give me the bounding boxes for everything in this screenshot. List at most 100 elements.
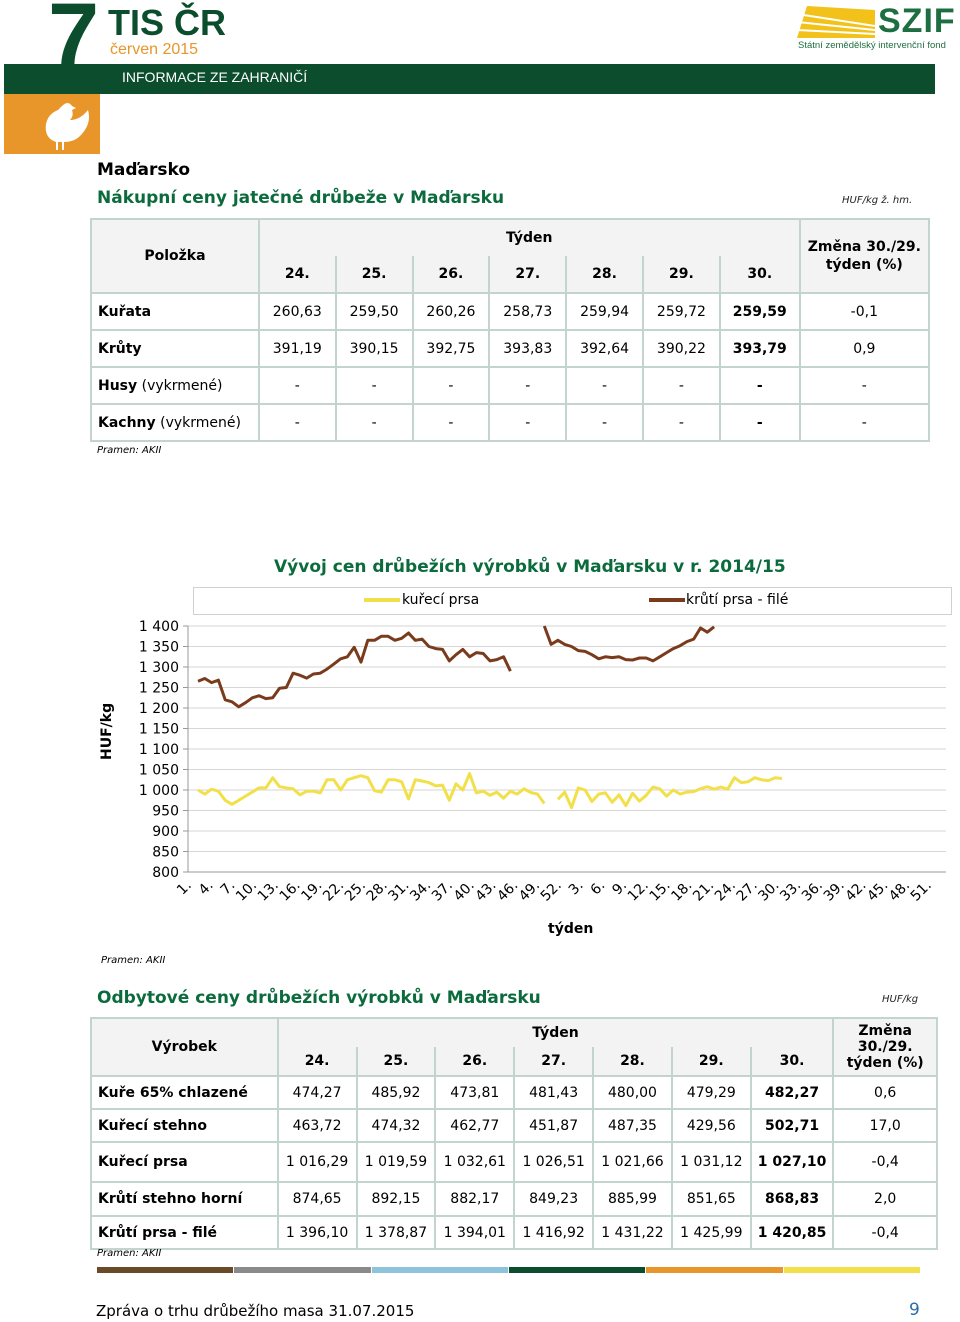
row-label: Krůty <box>90 329 260 368</box>
col-week-header: Týden <box>257 218 801 256</box>
x-axis-label: týden <box>548 921 594 937</box>
table-row: Kuřecí prsa 1 016,29 1 019,59 1 032,61 1 026… <box>90 1141 938 1183</box>
cell-change: 0,9 <box>798 329 931 368</box>
cell-value: 882,17 <box>434 1181 516 1217</box>
x-tick-label: 52. <box>538 878 565 905</box>
y-tick-label: 950 <box>152 804 179 820</box>
cell-value: - <box>488 403 568 442</box>
cell-value: - <box>334 366 414 405</box>
cell-value: - <box>488 366 568 405</box>
cell-value: 892,15 <box>355 1181 437 1217</box>
y-tick-label: 1 400 <box>139 619 179 635</box>
table2-unit: HUF/kg <box>882 994 919 1005</box>
cell-value: 1 021,66 <box>592 1141 673 1183</box>
table-row: Kuřecí stehno 463,72 474,32 462,77 451,87 487… <box>90 1108 938 1143</box>
logo-text: TIS ČR <box>108 2 227 43</box>
cell-value: 1 031,12 <box>670 1141 752 1183</box>
x-tick-label: 51. <box>908 878 935 905</box>
cell-value: 391,19 <box>257 329 337 368</box>
cell-value: 259,72 <box>642 292 721 331</box>
week-header: 26. <box>434 1047 516 1077</box>
week-header: 30. <box>718 256 801 294</box>
cell-value: 451,87 <box>513 1108 595 1143</box>
x-tick-label: 3. <box>566 878 587 899</box>
cell-value: 258,73 <box>488 292 568 331</box>
purchase-price-table: Položka Týden Změna 30./29. týden (%) 24… <box>90 218 931 442</box>
cell-value: 259,50 <box>334 292 414 331</box>
table2-title: Odbytové ceny drůbežích výrobků v Maďars… <box>97 988 541 1008</box>
cell-value: 1 420,85 <box>749 1215 835 1250</box>
cell-value: 868,83 <box>749 1181 835 1217</box>
y-tick-label: 1 250 <box>139 681 179 697</box>
col-week-header-2: Týden <box>276 1017 835 1047</box>
y-tick-label: 900 <box>152 824 179 840</box>
legend-swatch-kruti-prsa <box>649 598 685 602</box>
chart-legend: kuřecí prsa krůtí prsa - filé <box>193 587 952 615</box>
row-label: Kuřecí stehno <box>90 1108 279 1143</box>
table1-source: Pramen: AKII <box>97 445 162 456</box>
series-line-0 <box>197 772 783 810</box>
legend-label-kruti-prsa: krůtí prsa - filé <box>686 592 789 608</box>
cell-value: 482,27 <box>749 1075 835 1110</box>
cell-value: 259,59 <box>718 292 801 331</box>
cell-value: - <box>565 366 644 405</box>
week-header: 25. <box>334 256 414 294</box>
cell-value: - <box>718 403 801 442</box>
x-tick-label: 4. <box>196 878 217 899</box>
table-row: Krůtí stehno horní 874,65 892,15 882,17 849,… <box>90 1181 938 1217</box>
szif-subtitle: Státní zemědělský intervenční fond <box>798 40 946 51</box>
week-header: 24. <box>257 256 337 294</box>
cell-value: - <box>718 366 801 405</box>
y-tick-label: 1 000 <box>139 783 179 799</box>
cell-value: - <box>642 366 721 405</box>
week-header: 29. <box>642 256 721 294</box>
cell-value: 1 027,10 <box>749 1141 835 1183</box>
y-tick-label: 1 100 <box>139 742 179 758</box>
row-name: Krůty <box>98 340 142 357</box>
row-name: Kuře 65% chlazené <box>98 1084 248 1101</box>
week-header: 24. <box>276 1047 358 1077</box>
price-chart: 1 400 1 350 1 300 1 250 1 200 1 150 1 100 1 050… <box>139 619 946 905</box>
cell-value: 260,63 <box>257 292 337 331</box>
cell-value: 1 019,59 <box>355 1141 437 1183</box>
series-line-1 <box>197 625 716 709</box>
issue-month: červen 2015 <box>110 41 199 58</box>
cell-value: 479,29 <box>670 1075 752 1110</box>
row-name: Kachny <box>98 414 156 431</box>
cell-value: 390,22 <box>642 329 721 368</box>
chart-title: Vývoj cen drůbežích výrobků v Maďarsku v… <box>274 557 786 577</box>
row-name: Husy <box>98 377 138 394</box>
row-name: Krůtí prsa - filé <box>98 1224 218 1241</box>
szif-sunrise-icon <box>797 6 875 38</box>
cell-value: 487,35 <box>592 1108 673 1143</box>
cell-value: 474,32 <box>355 1108 437 1143</box>
table-row: Krůtí prsa - filé 1 396,10 1 378,87 1 394,0… <box>90 1215 938 1250</box>
cell-value: 1 425,99 <box>670 1215 752 1250</box>
row-label: Krůtí stehno horní <box>90 1181 279 1217</box>
cell-value: 481,43 <box>513 1075 595 1110</box>
country-heading: Maďarsko <box>97 160 191 180</box>
footer-bar-segment <box>234 1267 371 1273</box>
col-item-header: Položka <box>90 218 260 294</box>
cell-value: 259,94 <box>565 292 644 331</box>
table1-title: Nákupní ceny jatečné drůbeže v Maďarsku <box>97 188 505 208</box>
hen-logo <box>4 94 100 154</box>
table-row: Kuře 65% chlazené 474,27 485,92 473,81 481,4… <box>90 1075 938 1110</box>
cell-value: 1 416,92 <box>513 1215 595 1250</box>
week-header: 26. <box>411 256 491 294</box>
y-tick-label: 1 200 <box>139 701 179 717</box>
cell-value: 393,79 <box>718 329 801 368</box>
col-product-header: Výrobek <box>90 1017 279 1077</box>
table-row: Kachny (vykrmené) - - - - - - - - <box>90 403 931 442</box>
week-header: 28. <box>592 1047 673 1077</box>
cell-value: 463,72 <box>276 1108 358 1143</box>
cell-value: 885,99 <box>592 1181 673 1217</box>
row-label: Kuřecí prsa <box>90 1141 279 1183</box>
cell-change: -0,1 <box>798 292 931 331</box>
row-label: Kuře 65% chlazené <box>90 1075 279 1110</box>
y-axis-label: HUF/kg <box>99 702 115 760</box>
footer-bar-segment <box>783 1267 920 1273</box>
footer-bar-segment <box>97 1267 234 1273</box>
cell-value: 392,75 <box>411 329 491 368</box>
week-header: 28. <box>565 256 644 294</box>
